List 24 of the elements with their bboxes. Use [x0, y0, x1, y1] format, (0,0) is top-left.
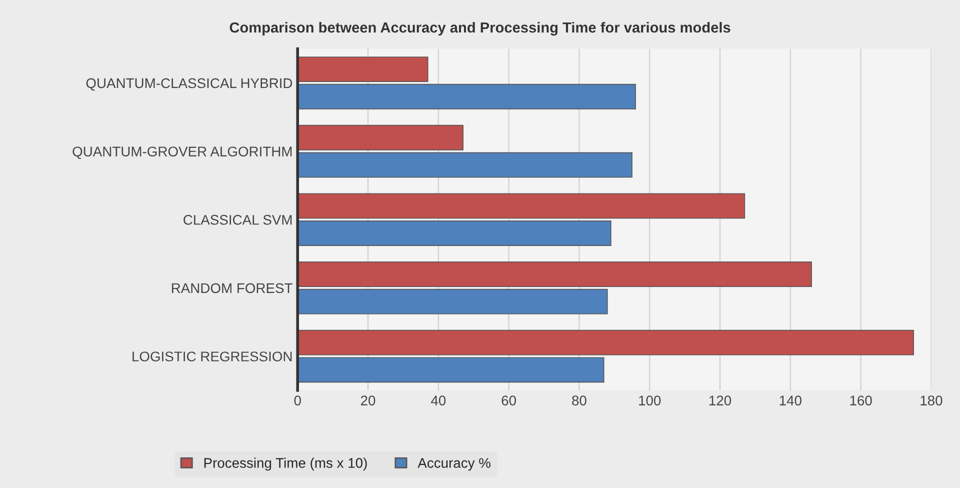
y-tick-label: CLASSICAL SVM: [184, 214, 292, 225]
bar: [298, 288, 608, 314]
bar: [298, 193, 746, 219]
x-tick-label: 20: [360, 396, 376, 406]
y-tick-label: RANDOM FOREST: [172, 283, 292, 294]
y-tick-label: QUANTUM-CLASSICAL HYBRID: [86, 78, 292, 91]
legend-label: Accuracy %: [418, 458, 490, 471]
bar: [298, 56, 428, 82]
y-tick-label: LOGISTIC REGRESSION: [132, 352, 292, 362]
x-tick-label: 180: [920, 396, 942, 406]
x-tick-label: 60: [502, 396, 516, 406]
chart-title: Comparison between Accuracy and Processing Time for various models: [230, 22, 730, 36]
bar: [298, 84, 636, 110]
x-tick-label: 140: [780, 396, 802, 406]
x-tick-label: 40: [430, 396, 446, 406]
bar: [298, 220, 612, 246]
x-tick-label: 80: [572, 396, 586, 406]
x-tick-label: 160: [850, 396, 872, 406]
y-tick-label: QUANTUM-GROVER ALGORITHM: [72, 146, 292, 159]
x-tick-label: 0: [294, 396, 301, 406]
bar: [298, 262, 812, 287]
legend-label: Processing Time (ms x 10): [204, 458, 367, 471]
x-tick-label: 120: [709, 396, 732, 406]
x-tick-label: 100: [639, 396, 661, 406]
